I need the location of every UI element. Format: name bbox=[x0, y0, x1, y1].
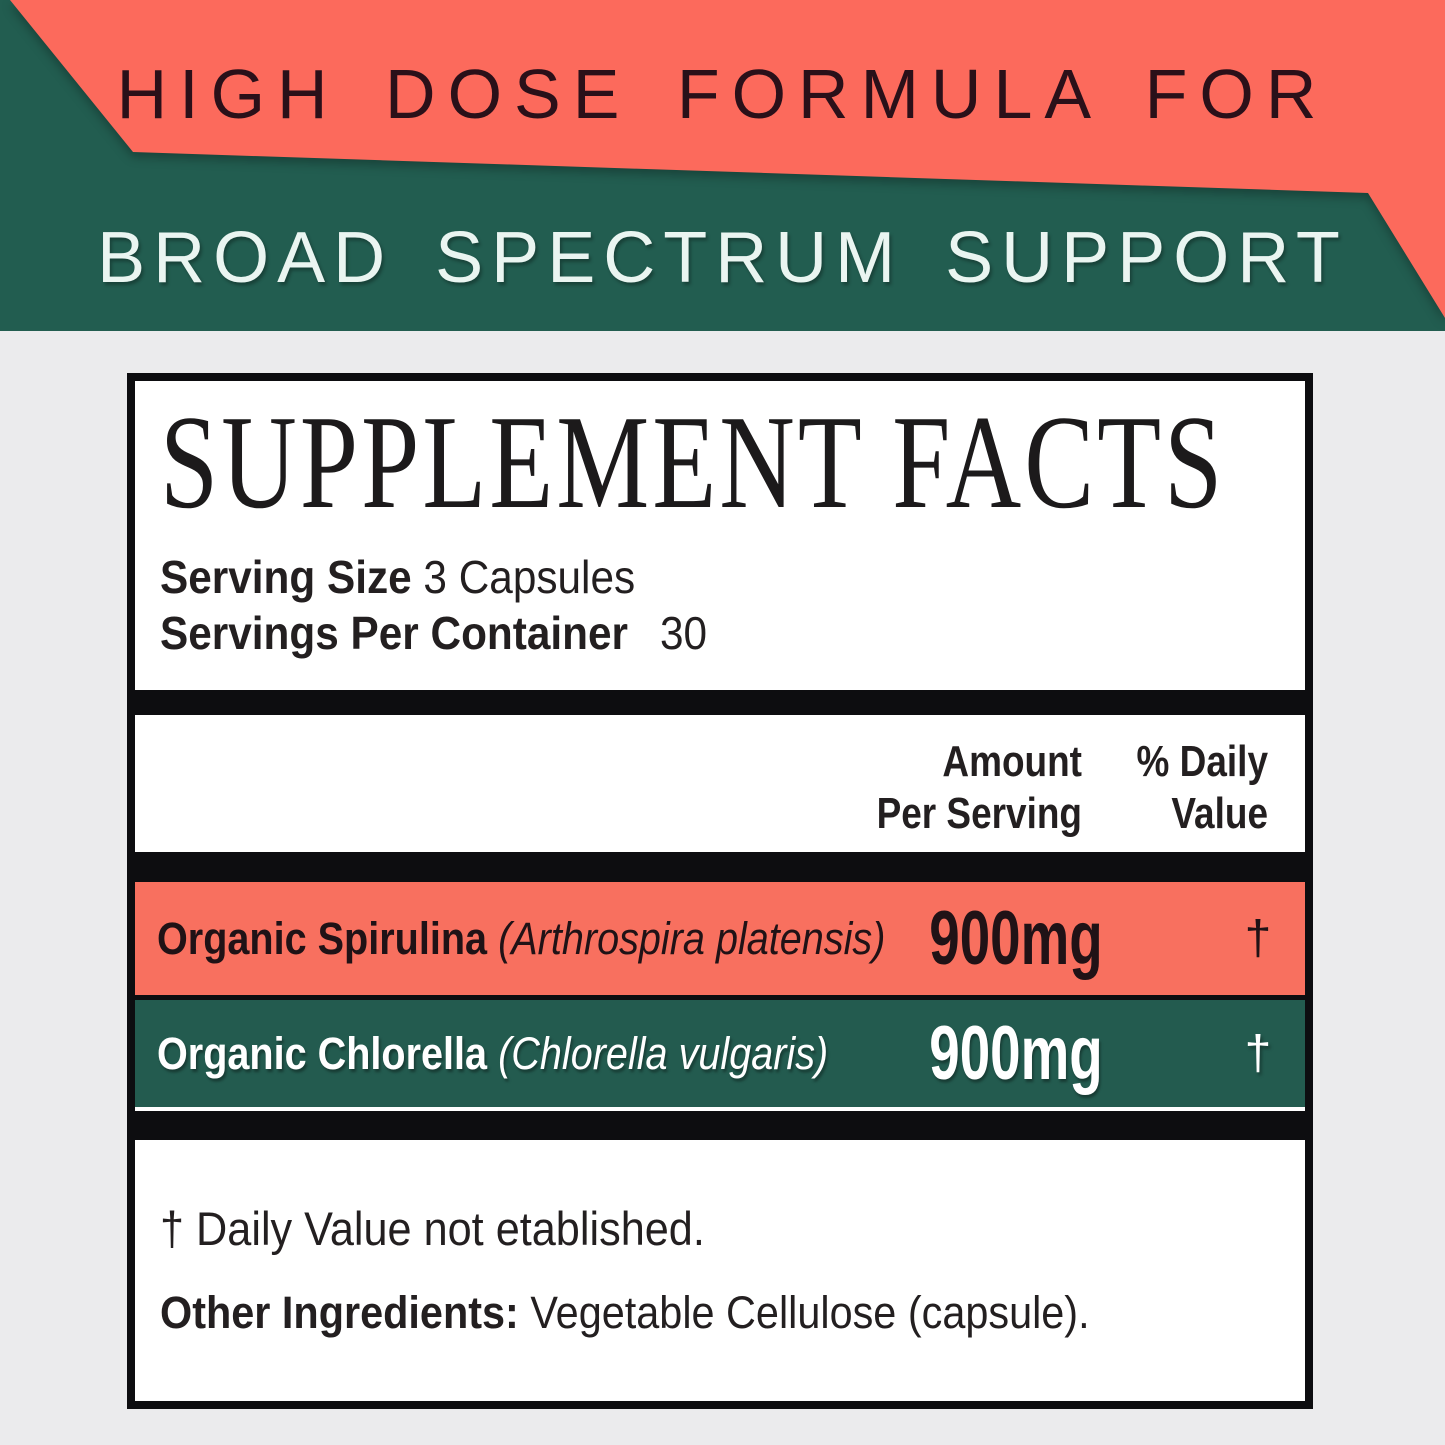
serving-size-label: Serving Size bbox=[160, 551, 412, 603]
servings-per-container-value: 30 bbox=[660, 607, 708, 659]
daily-value-dagger: † bbox=[1244, 912, 1272, 965]
banner-headline-bottom: BROAD SPECTRUM SUPPORT bbox=[97, 218, 1348, 298]
dv-header-line2: Value bbox=[1171, 789, 1268, 838]
serving-size-line: Serving Size 3 Capsules bbox=[160, 549, 635, 605]
divider-bar-bottom bbox=[135, 1111, 1305, 1140]
amount-header-line2: Per Serving bbox=[876, 789, 1082, 838]
banner-coral-band bbox=[10, 0, 1445, 318]
ingredient-amount: 900mg bbox=[929, 1011, 1103, 1096]
banner-ribbon-graphic bbox=[0, 0, 1445, 331]
panel-title: SUPPLEMENT FACTS bbox=[160, 388, 1226, 536]
ingredient-name-bold: Organic Spirulina bbox=[157, 912, 488, 964]
ingredient-row-chlorella: Organic Chlorella (Chlorella vulgaris) 9… bbox=[135, 1000, 1305, 1107]
servings-per-container-label: Servings Per Container bbox=[160, 607, 629, 659]
daily-value-footnote: † Daily Value not etablished. bbox=[160, 1202, 705, 1255]
other-ingredients-label: Other Ingredients: bbox=[160, 1287, 519, 1338]
divider-bar-header bbox=[135, 852, 1305, 882]
supplement-facts-panel: SUPPLEMENT FACTS Serving Size 3 Capsules… bbox=[127, 373, 1313, 1409]
ingredient-name-bold: Organic Chlorella bbox=[157, 1027, 488, 1079]
column-header-amount: Amount Per Serving bbox=[830, 736, 1082, 840]
column-header-daily-value: % Daily Value bbox=[1100, 736, 1268, 840]
serving-size-value: 3 Capsules bbox=[423, 551, 636, 603]
ingredient-latin-name: (Chlorella vulgaris) bbox=[498, 1027, 829, 1079]
ingredient-name: Organic Chlorella (Chlorella vulgaris) bbox=[135, 1028, 828, 1080]
ingredient-latin-name: (Arthrospira platensis) bbox=[498, 912, 886, 964]
ingredient-row-spirulina: Organic Spirulina (Arthrospira platensis… bbox=[135, 882, 1305, 1000]
banner-headline-top: HIGH DOSE FORMULA FOR bbox=[116, 55, 1329, 133]
ingredient-name: Organic Spirulina (Arthrospira platensis… bbox=[135, 913, 885, 965]
ingredient-amount: 900mg bbox=[929, 896, 1103, 981]
daily-value-dagger: † bbox=[1244, 1027, 1272, 1080]
other-ingredients-line: Other Ingredients: Vegetable Cellulose (… bbox=[160, 1287, 1090, 1339]
servings-per-container-line: Servings Per Container 30 bbox=[160, 605, 707, 661]
dv-header-line1: % Daily bbox=[1136, 737, 1268, 786]
other-ingredients-value: Vegetable Cellulose (capsule). bbox=[530, 1287, 1090, 1338]
divider-bar-top bbox=[135, 690, 1305, 715]
amount-header-line1: Amount bbox=[942, 737, 1082, 786]
